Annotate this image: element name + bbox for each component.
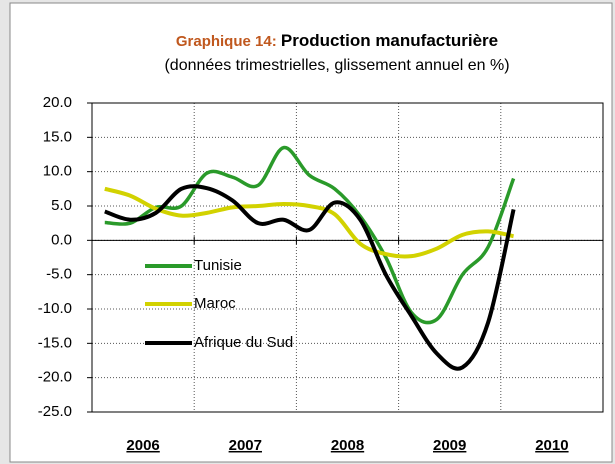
title-main: Production manufacturière (281, 31, 498, 50)
series-line (104, 145, 516, 325)
y-tick-label: 20.0 (43, 94, 72, 111)
y-tick-label: -10.0 (38, 300, 72, 317)
legend-label: Tunisie (194, 257, 242, 274)
y-tick-label: 0.0 (51, 231, 72, 248)
legend-label: Afrique du Sud (194, 334, 293, 351)
y-tick-label: -5.0 (46, 266, 72, 283)
y-tick-label: -20.0 (38, 369, 72, 386)
x-tick-label: 2010 (535, 437, 568, 454)
y-tick-label: 15.0 (43, 128, 72, 145)
y-tick-label: -15.0 (38, 334, 72, 351)
x-tick-label: 2008 (331, 437, 364, 454)
chart-title: Graphique 14: Production manufacturière (176, 31, 498, 50)
x-tick-label: 2006 (126, 437, 159, 454)
y-tick-label: 10.0 (43, 163, 72, 180)
chart-subtitle: (données trimestrielles, glissement annu… (164, 57, 509, 74)
plot-frame (91, 102, 604, 413)
y-tick-label: -25.0 (38, 403, 72, 420)
x-tick-label: 2009 (433, 437, 466, 454)
series-line (104, 184, 516, 371)
chart-frame (9, 2, 613, 463)
x-tick-label: 2007 (229, 437, 262, 454)
title-prefix: Graphique 14: (176, 33, 277, 50)
legend-label: Maroc (194, 295, 236, 312)
y-tick-label: 5.0 (51, 197, 72, 214)
series-line (104, 186, 514, 259)
